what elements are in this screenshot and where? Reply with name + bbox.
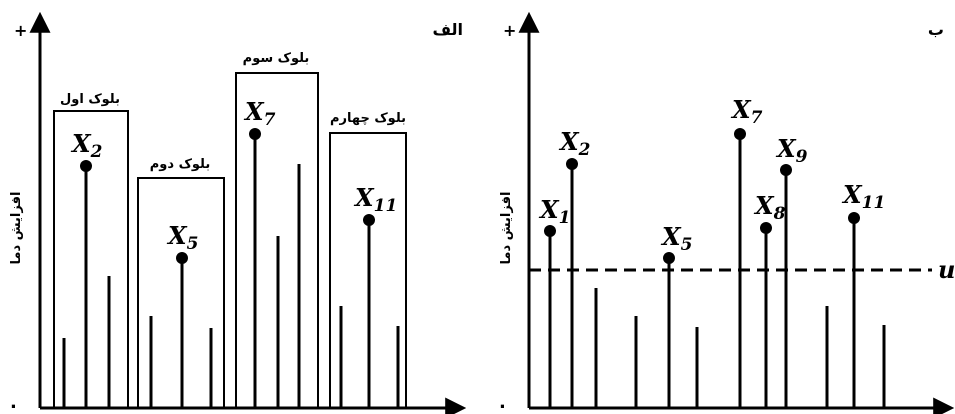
right-dot-x5	[663, 252, 675, 264]
block-2-label: بلوک دوم	[150, 157, 210, 172]
right-label-x1: X1	[538, 195, 570, 228]
left-dot-x2	[80, 160, 92, 172]
right-label-x8: X8	[753, 191, 786, 224]
right-plus-sign: +	[503, 21, 516, 40]
left-panel: + . افزایش دما الف بلوک اول بلوک دوم بلو…	[9, 11, 467, 414]
right-label-x9: X9	[775, 134, 808, 167]
right-label-x7: X7	[730, 95, 763, 128]
right-dot-x9	[780, 164, 792, 176]
left-y-axis-label: افزایش دما	[9, 192, 24, 265]
right-dot-x1	[544, 225, 556, 237]
right-origin-dot: .	[499, 392, 506, 413]
right-dot-x8	[760, 222, 772, 234]
block-4-label: بلوک چهارم	[330, 111, 406, 126]
left-panel-label: الف	[432, 20, 463, 39]
block-3-label: بلوک سوم	[243, 51, 310, 66]
left-label-x7: X7	[243, 97, 276, 130]
left-plus-sign: +	[14, 21, 27, 40]
left-dot-x11	[363, 214, 375, 226]
right-panel: + . افزایش دما ب u X1 X2 X5 X7 X8 X9	[499, 11, 955, 414]
right-label-x11: X11	[841, 180, 885, 213]
block-1-label: بلوک اول	[60, 92, 120, 107]
left-dot-x7	[249, 128, 261, 140]
left-dot-x5	[176, 252, 188, 264]
left-origin-dot: .	[10, 392, 17, 413]
right-label-x2: X2	[558, 127, 591, 160]
right-dot-x2	[566, 158, 578, 170]
left-label-x11: X11	[353, 183, 397, 216]
right-panel-label: ب	[928, 20, 944, 39]
right-y-axis-label: افزایش دما	[499, 192, 514, 265]
right-dot-x7	[734, 128, 746, 140]
left-label-x5: X5	[166, 221, 198, 254]
right-label-x5: X5	[660, 222, 692, 255]
threshold-label: u	[938, 255, 955, 284]
block-1-box	[53, 110, 129, 409]
right-dot-x11	[848, 212, 860, 224]
left-label-x2: X2	[70, 129, 103, 162]
